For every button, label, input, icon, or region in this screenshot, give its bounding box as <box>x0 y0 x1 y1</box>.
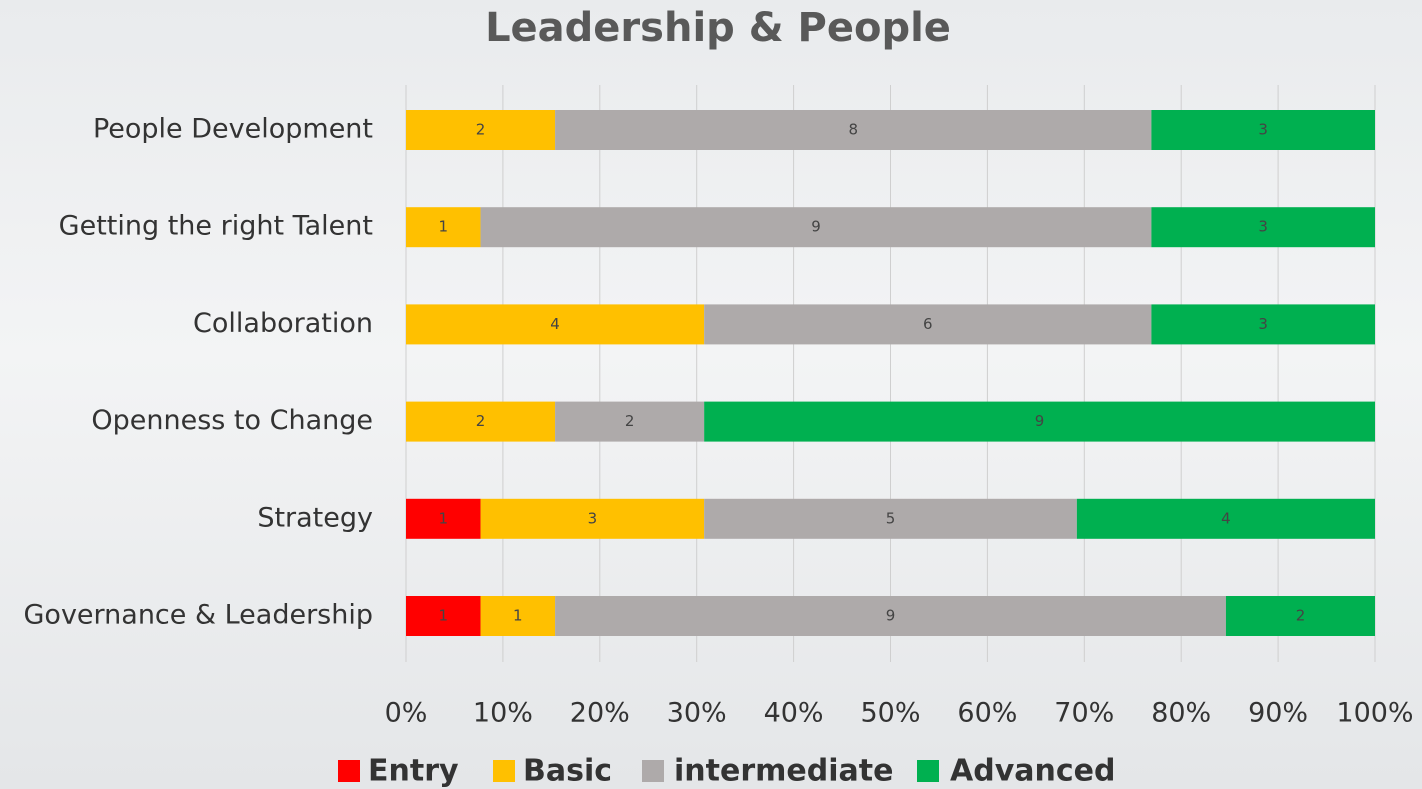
data-label: 2 <box>1296 607 1306 625</box>
y-tick-label: People Development <box>93 114 373 145</box>
data-label: 1 <box>513 607 523 625</box>
legend-label: intermediate <box>674 754 893 789</box>
data-label: 3 <box>588 509 598 527</box>
x-tick-label: 40% <box>764 698 824 729</box>
legend-label: Basic <box>523 754 612 789</box>
data-label: 6 <box>923 315 933 333</box>
chart-title: Leadership & People <box>485 5 951 51</box>
x-tick-label: 20% <box>570 698 630 729</box>
y-tick-label: Collaboration <box>193 308 373 339</box>
x-tick-label: 0% <box>385 698 428 729</box>
data-label: 3 <box>1258 121 1268 139</box>
data-label: 4 <box>550 315 560 333</box>
y-tick-label: Governance & Leadership <box>24 600 374 631</box>
x-tick-label: 50% <box>860 698 920 729</box>
data-label: 9 <box>811 218 821 236</box>
x-tick-label: 60% <box>957 698 1017 729</box>
data-label: 2 <box>476 412 486 430</box>
x-tick-label: 100% <box>1336 698 1413 729</box>
x-tick-label: 70% <box>1054 698 1114 729</box>
legend-swatch <box>493 760 515 782</box>
data-label: 3 <box>1258 218 1268 236</box>
x-tick-label: 10% <box>473 698 533 729</box>
data-label: 1 <box>438 607 448 625</box>
data-label: 9 <box>1035 412 1045 430</box>
legend-swatch <box>917 760 939 782</box>
x-tick-label: 90% <box>1248 698 1308 729</box>
legend-label: Advanced <box>950 754 1115 789</box>
legend-swatch <box>338 760 360 782</box>
data-label: 5 <box>886 509 896 527</box>
legend-swatch <box>642 760 664 782</box>
legend-label: Entry <box>368 754 459 789</box>
y-tick-label: Getting the right Talent <box>59 211 373 242</box>
x-tick-label: 80% <box>1151 698 1211 729</box>
data-label: 8 <box>848 121 858 139</box>
chart: Leadership & People 0% 10% 20% 30% 40% 50% 60%… <box>0 0 1422 789</box>
data-label: 2 <box>625 412 635 430</box>
data-label: 1 <box>438 218 448 236</box>
data-label: 2 <box>476 121 486 139</box>
y-tick-label: Openness to Change <box>91 405 373 436</box>
data-label: 1 <box>438 509 448 527</box>
data-label: 9 <box>886 607 896 625</box>
data-label: 3 <box>1258 315 1268 333</box>
x-tick-label: 30% <box>667 698 727 729</box>
y-tick-label: Strategy <box>257 502 373 533</box>
data-label: 4 <box>1221 509 1231 527</box>
